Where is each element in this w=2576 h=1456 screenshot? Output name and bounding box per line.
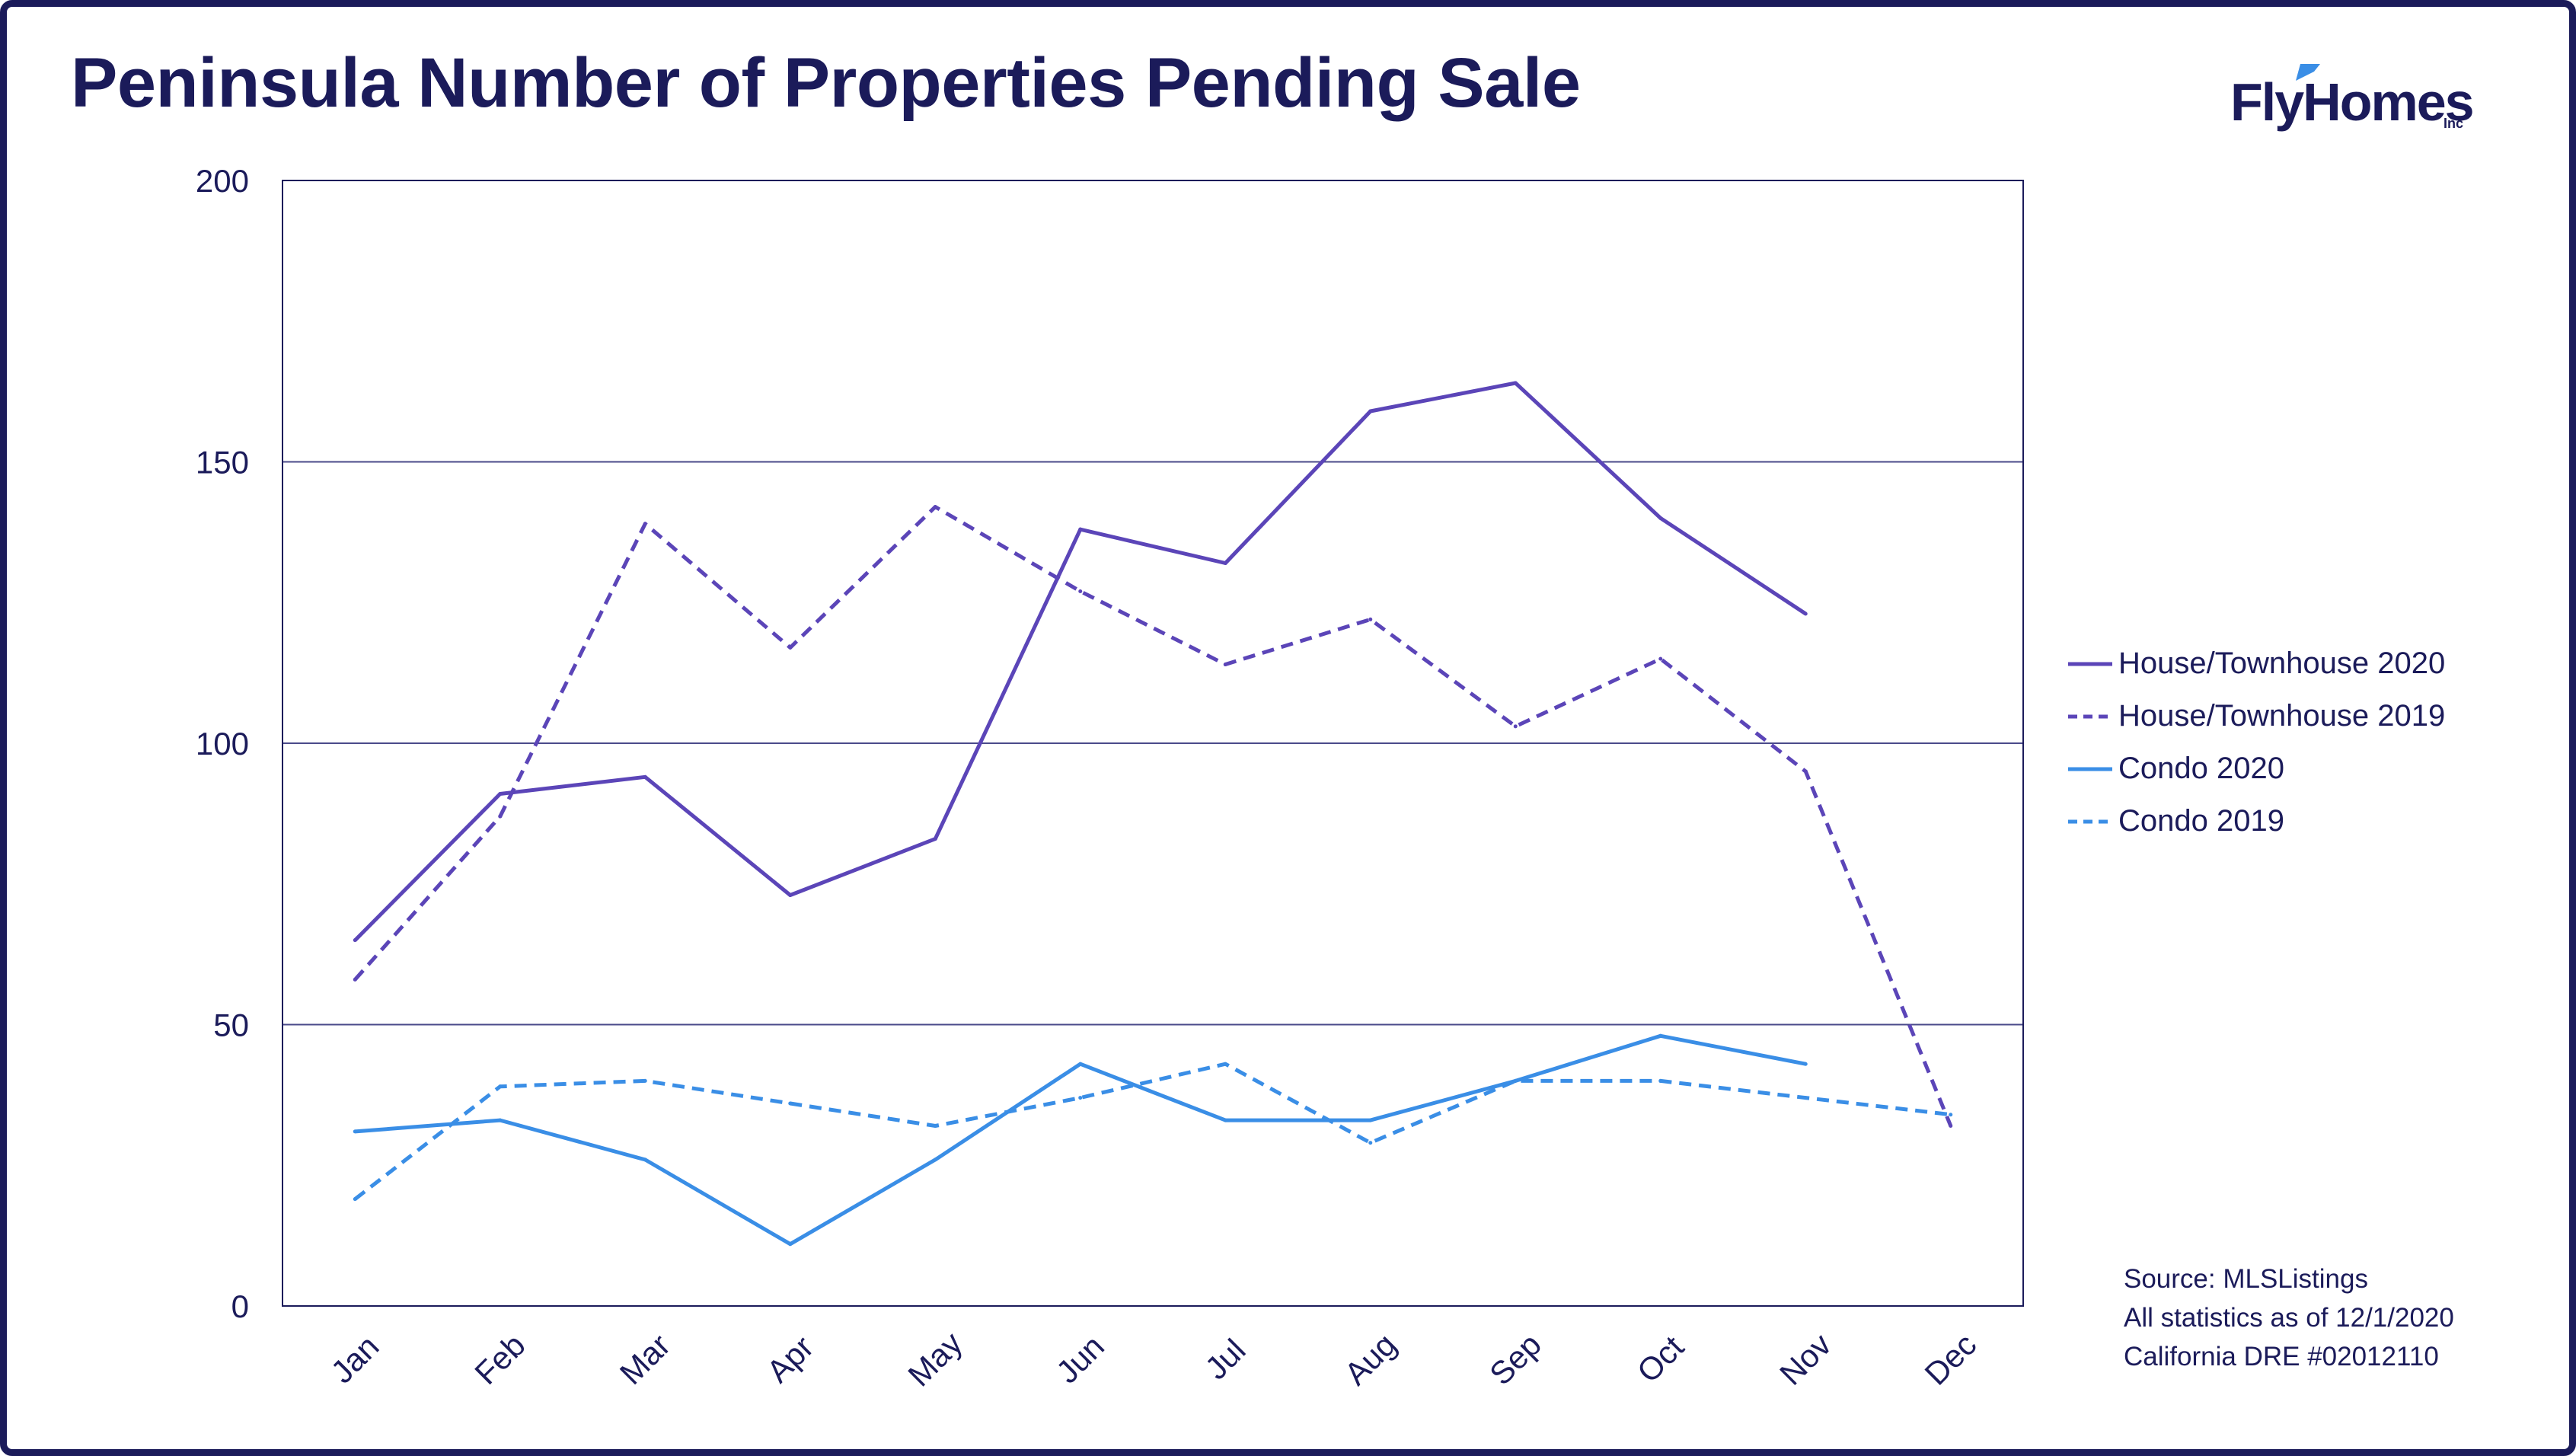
- series-line: [353, 505, 1953, 1127]
- data-point: [788, 645, 793, 650]
- data-point: [1803, 611, 1808, 616]
- data-point: [1368, 1118, 1373, 1122]
- data-point: [1368, 1141, 1373, 1145]
- series-line: [353, 1062, 1952, 1201]
- data-point: [1803, 769, 1808, 774]
- data-point: [788, 1242, 793, 1247]
- legend-label: House/Townhouse 2019: [2118, 699, 2446, 733]
- data-point: [498, 1118, 503, 1122]
- y-tick-label: 200: [196, 163, 249, 199]
- x-tick-label: Jan: [324, 1328, 385, 1390]
- logo-wordmark: FlyHomes: [2230, 72, 2475, 132]
- data-point: [1513, 724, 1518, 729]
- series-line: [355, 1033, 1806, 1247]
- y-tick-label: 50: [213, 1007, 249, 1043]
- legend-label: House/Townhouse 2020: [2118, 647, 2446, 680]
- data-point: [933, 505, 937, 509]
- x-tick-label: Apr: [760, 1329, 820, 1389]
- x-tick-label: Feb: [468, 1327, 531, 1391]
- data-point: [1513, 1078, 1518, 1083]
- logo-inc: Inc: [2444, 116, 2464, 131]
- x-tick-label: May: [901, 1325, 969, 1393]
- data-point: [933, 1124, 937, 1129]
- legend-swatch: [2068, 767, 2112, 771]
- dre-line: California DRE #02012110: [2124, 1342, 2439, 1371]
- data-point: [1803, 1096, 1808, 1100]
- data-point: [498, 1084, 503, 1089]
- legend: House/Townhouse 2020 House/Townhouse 2019…: [2067, 637, 2445, 848]
- tick-labels: 0 50 100 150 200 Jan Feb Mar Apr May Jun Jul Aug Sep O…: [196, 163, 1984, 1393]
- legend-swatch: [2068, 662, 2112, 666]
- y-tick-label: 150: [196, 445, 249, 481]
- gridlines: [282, 461, 2023, 1026]
- data-point: [643, 1157, 647, 1162]
- data-point: [353, 1129, 357, 1134]
- data-point: [498, 814, 503, 819]
- x-tick-label: Oct: [1630, 1329, 1691, 1390]
- legend-label: Condo 2020: [2118, 752, 2284, 785]
- data-point: [1658, 1033, 1663, 1038]
- data-point: [1223, 561, 1227, 566]
- data-point: [788, 893, 793, 898]
- data-point: [788, 1101, 793, 1106]
- data-point: [643, 1078, 647, 1083]
- data-point: [1658, 656, 1663, 661]
- data-point: [1223, 1062, 1227, 1066]
- data-point: [353, 1197, 357, 1202]
- legend-swatch: [2068, 714, 2112, 718]
- legend-item: House/Townhouse 2019: [2067, 690, 2445, 742]
- data-point: [1658, 516, 1663, 520]
- data-point: [1078, 1062, 1083, 1066]
- data-point: [1078, 1096, 1083, 1100]
- data-point: [1949, 1113, 1953, 1117]
- data-point: [498, 792, 503, 797]
- data-point: [1368, 409, 1373, 413]
- data-point: [353, 977, 357, 982]
- x-tick-label: Mar: [613, 1327, 677, 1391]
- axes: [282, 180, 2024, 1307]
- data-point: [1223, 663, 1227, 667]
- data-point: [1949, 1124, 1953, 1129]
- x-tick-label: Jun: [1049, 1328, 1111, 1390]
- x-tick-label: Dec: [1917, 1327, 1983, 1392]
- legend-label: Condo 2019: [2118, 804, 2284, 838]
- line-chart: 0 50 100 150 200 Jan Feb Mar Apr May Jun Jul Aug Sep O…: [196, 163, 2024, 1393]
- logo-flag-icon: [2296, 64, 2320, 81]
- series-lines: [353, 381, 1953, 1247]
- data-point: [643, 522, 647, 526]
- data-point: [933, 1157, 937, 1162]
- x-tick-label: Sep: [1483, 1327, 1548, 1392]
- legend-item: House/Townhouse 2020: [2067, 637, 2445, 690]
- x-tick-label: Jul: [1198, 1332, 1252, 1386]
- series-line: [353, 381, 1807, 942]
- source-note: Source: MLSListings All statistics as of…: [2124, 1260, 2454, 1376]
- data-point: [1078, 589, 1083, 593]
- flyhomes-logo: FlyHomes Inc: [2230, 64, 2482, 140]
- y-tick-label: 100: [196, 726, 249, 762]
- chart-title: Peninsula Number of Properties Pending S…: [71, 44, 1581, 122]
- data-point: [1658, 1078, 1663, 1083]
- x-tick-label: Aug: [1337, 1327, 1403, 1392]
- data-point: [353, 938, 357, 943]
- data-point: [1223, 1118, 1227, 1122]
- plot-area-border: [282, 180, 2024, 1307]
- stats-date-line: All statistics as of 12/1/2020: [2124, 1303, 2454, 1333]
- data-point: [1513, 381, 1518, 385]
- data-point: [643, 774, 647, 779]
- data-point: [1078, 527, 1083, 532]
- data-point: [1368, 617, 1373, 621]
- legend-item: Condo 2019: [2067, 795, 2445, 848]
- x-tick-label: Nov: [1773, 1327, 1838, 1392]
- legend-item: Condo 2020: [2067, 742, 2445, 795]
- source-line: Source: MLSListings: [2124, 1264, 2368, 1294]
- data-point: [1803, 1062, 1808, 1066]
- legend-swatch: [2068, 819, 2112, 823]
- data-point: [933, 837, 937, 841]
- y-tick-label: 0: [231, 1288, 249, 1324]
